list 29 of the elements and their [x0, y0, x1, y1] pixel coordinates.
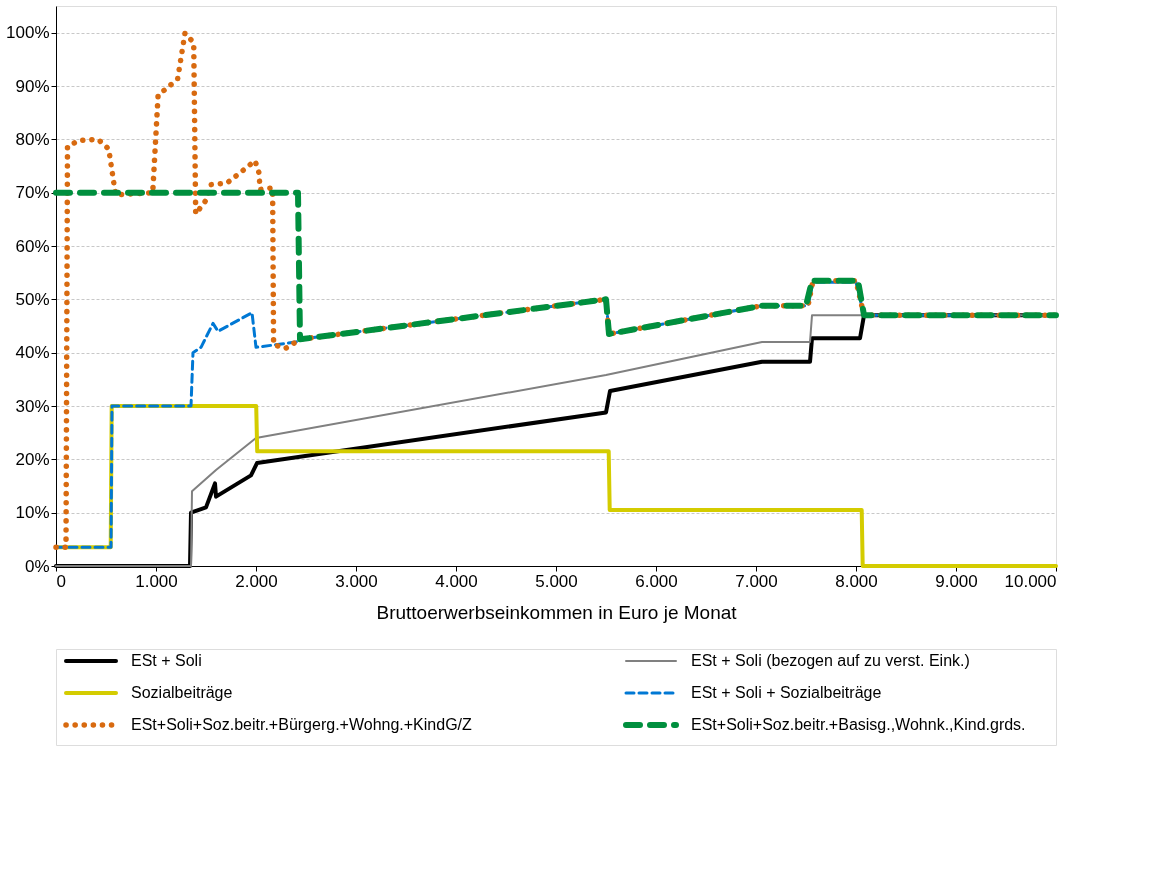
legend-label: ESt + Soli (bezogen auf zu verst. Eink.) [691, 652, 970, 669]
x-tick-label: 0 [56, 571, 66, 591]
x-tick-label: 9.000 [935, 571, 978, 591]
x-tick-label: 7.000 [735, 571, 778, 591]
x-tick-label: 5.000 [535, 571, 578, 591]
y-tick-label: 60% [15, 236, 50, 256]
y-tick-label: 80% [15, 129, 50, 149]
legend-label: ESt + Soli [131, 652, 202, 669]
x-axis-title: Bruttoerwerbseinkommen in Euro je Monat [376, 601, 738, 623]
y-tick-label: 100% [6, 23, 50, 43]
y-tick-label: 90% [15, 76, 50, 96]
y-tick-label: 10% [15, 503, 50, 523]
x-tick-label: 3.000 [335, 571, 378, 591]
legend-label: ESt+Soli+Soz.beitr.+Basisg.,Wohnk.,Kind.grds. [691, 716, 1026, 733]
legend-label: ESt + Soli + Sozialbeiträge [691, 684, 882, 701]
x-tick-label: 1.000 [135, 571, 178, 591]
y-tick-label: 0% [24, 556, 50, 576]
x-tick-label: 6.000 [635, 571, 678, 591]
x-tick-label: 2.000 [235, 571, 278, 591]
y-tick-label: 20% [15, 449, 50, 469]
x-tick-label: 4.000 [435, 571, 478, 591]
y-tick-label: 30% [15, 396, 50, 416]
y-tick-label: 70% [15, 183, 50, 203]
x-tick-label: 8.000 [835, 571, 878, 591]
legend-label: ESt+Soli+Soz.beitr.+Bürgerg.+Wohng.+KindG/Z [131, 716, 473, 733]
y-tick-label: 40% [15, 343, 50, 363]
x-tick-label: 10.000 [1004, 571, 1057, 591]
y-tick-label: 50% [15, 289, 50, 309]
legend-label: Sozialbeiträge [131, 684, 233, 701]
